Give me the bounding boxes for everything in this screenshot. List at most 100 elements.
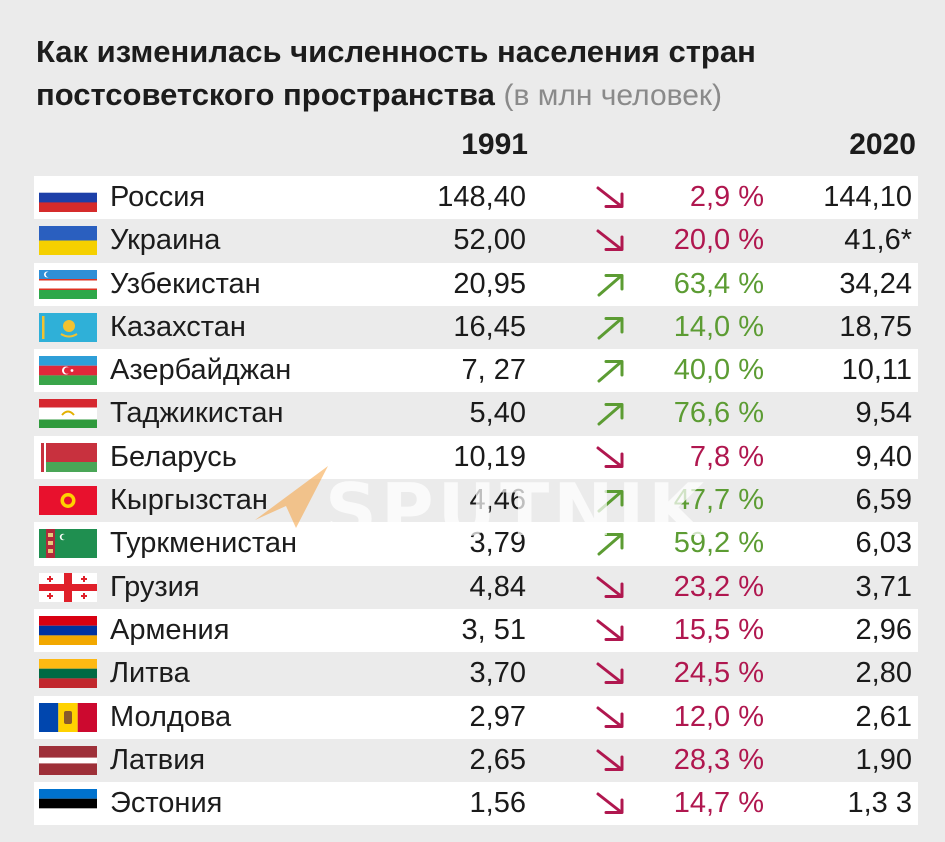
percent-change: 12,0 % — [673, 700, 764, 733]
table-row: Молдова 2,97 12,0 % 2,61 — [34, 695, 918, 739]
arrow-up-icon — [594, 358, 628, 384]
country-name: Грузия — [110, 570, 200, 603]
kyrgyzstan-flag-icon — [39, 486, 97, 516]
arrow-down-icon — [594, 661, 628, 687]
arrow-up-icon — [594, 531, 628, 557]
uzbekistan-flag-icon — [39, 269, 97, 299]
arrow-up-icon — [594, 401, 628, 427]
value-2020: 10,11 — [841, 354, 912, 387]
table-row: Туркменистан 3,79 59,2 % 6,03 — [34, 522, 918, 566]
country-name: Литва — [110, 657, 190, 690]
unit-label: (в млн человек) — [503, 79, 723, 112]
value-2020: 144,10 — [823, 181, 912, 213]
table-row: Беларусь 10,19 7,8 % 9,40 — [34, 435, 918, 480]
value-1991: 7, 27 — [461, 354, 527, 387]
russia-flag-icon — [39, 183, 97, 212]
value-1991: 3,70 — [469, 657, 526, 690]
percent-change: 2,9 % — [689, 181, 764, 213]
country-name: Украина — [110, 224, 221, 257]
column-header-1991: 1991 — [461, 128, 528, 161]
percent-change: 23,2 % — [673, 570, 764, 603]
latvia-flag-icon — [39, 745, 97, 775]
table-row: Эстония 1,56 14,7 % 1,3 3 — [34, 782, 918, 826]
country-name: Туркменистан — [110, 527, 297, 560]
value-2020: 9,40 — [855, 440, 912, 473]
percent-change: 14,0 % — [673, 310, 764, 343]
value-2020: 3,71 — [855, 570, 912, 603]
kazakhstan-flag-icon — [39, 312, 97, 342]
table-row: Украина 52,00 20,0 % 41,6* — [34, 219, 918, 262]
moldova-flag-icon — [39, 702, 97, 732]
column-header-2020: 2020 — [849, 128, 916, 161]
country-name: Молдова — [110, 700, 232, 733]
country-name: Азербайджан — [110, 354, 292, 387]
value-1991: 148,40 — [437, 181, 526, 213]
value-2020: 1,90 — [855, 743, 912, 776]
table-row: Азербайджан 7, 27 40,0 % 10,11 — [34, 349, 918, 393]
table-row: Армения 3, 51 15,5 % 2,96 — [34, 608, 918, 653]
estonia-flag-icon — [39, 789, 97, 819]
arrow-down-icon — [594, 575, 628, 601]
value-2020: 41,6* — [844, 224, 912, 257]
table-row: Литва 3,70 24,5 % 2,80 — [34, 652, 918, 695]
table-row: Казахстан 16,45 14,0 % 18,75 — [34, 306, 918, 349]
percent-change: 63,4 % — [673, 267, 764, 300]
value-1991: 16,45 — [453, 310, 526, 343]
table-row: Латвия 2,65 28,3 % 1,90 — [34, 739, 918, 782]
value-2020: 2,96 — [855, 613, 912, 646]
value-1991: 10,19 — [453, 440, 526, 473]
value-1991: 2,97 — [469, 700, 526, 733]
arrow-down-icon — [594, 705, 628, 731]
value-2020: 6,03 — [855, 527, 912, 560]
ukraine-flag-icon — [39, 226, 97, 256]
country-name: Узбекистан — [110, 267, 261, 300]
value-2020: 6,59 — [855, 484, 912, 517]
percent-change: 20,0 % — [673, 224, 764, 257]
country-name: Беларусь — [110, 440, 237, 473]
percent-change: 59,2 % — [673, 527, 764, 560]
table-row: Таджикистан 5,40 76,6 % 9,54 — [34, 392, 918, 435]
value-1991: 20,95 — [453, 267, 526, 300]
value-1991: 1,56 — [469, 787, 526, 820]
value-2020: 34,24 — [839, 267, 912, 300]
tajikistan-flag-icon — [39, 399, 97, 429]
table-row: Россия 148,40 2,9 % 144,10 — [34, 176, 918, 220]
arrow-down-icon — [594, 618, 628, 644]
country-name: Армения — [110, 613, 230, 646]
percent-change: 28,3 % — [673, 743, 764, 776]
country-name: Кыргызстан — [110, 484, 268, 517]
azerbaijan-flag-icon — [39, 356, 97, 386]
title-text: Как изменилась численность населения стр… — [36, 34, 756, 112]
percent-change: 14,7 % — [673, 787, 764, 820]
table-row: Кыргызстан 4,46 47,7 % 6,59 — [34, 479, 918, 522]
value-1991: 52,00 — [453, 224, 526, 257]
value-2020: 2,61 — [855, 700, 912, 733]
table-row: Грузия 4,84 23,2 % 3,71 — [34, 566, 918, 609]
percent-change: 7,8 % — [689, 440, 764, 473]
arrow-down-icon — [594, 445, 628, 471]
percent-change: 47,7 % — [673, 484, 764, 517]
country-name: Таджикистан — [110, 397, 284, 430]
arrow-down-icon — [594, 791, 628, 817]
percent-change: 40,0 % — [673, 354, 764, 387]
georgia-flag-icon — [39, 572, 97, 602]
value-1991: 4,46 — [469, 484, 526, 517]
value-2020: 1,3 3 — [847, 787, 913, 820]
country-name: Казахстан — [110, 310, 246, 343]
belarus-flag-icon — [39, 442, 97, 472]
arrow-up-icon — [594, 272, 628, 298]
value-2020: 18,75 — [839, 310, 912, 343]
arrow-up-icon — [594, 488, 628, 514]
value-2020: 9,54 — [855, 397, 912, 430]
turkmenistan-flag-icon — [39, 529, 97, 559]
country-name: Эстония — [110, 787, 223, 820]
value-1991: 3, 51 — [461, 613, 527, 646]
percent-change: 15,5 % — [673, 613, 764, 646]
country-name: Латвия — [110, 743, 206, 776]
lithuania-flag-icon — [39, 659, 97, 689]
armenia-flag-icon — [39, 615, 97, 645]
arrow-down-icon — [594, 228, 628, 254]
value-1991: 2,65 — [469, 743, 526, 776]
value-1991: 4,84 — [469, 570, 526, 603]
country-name: Россия — [110, 181, 206, 213]
